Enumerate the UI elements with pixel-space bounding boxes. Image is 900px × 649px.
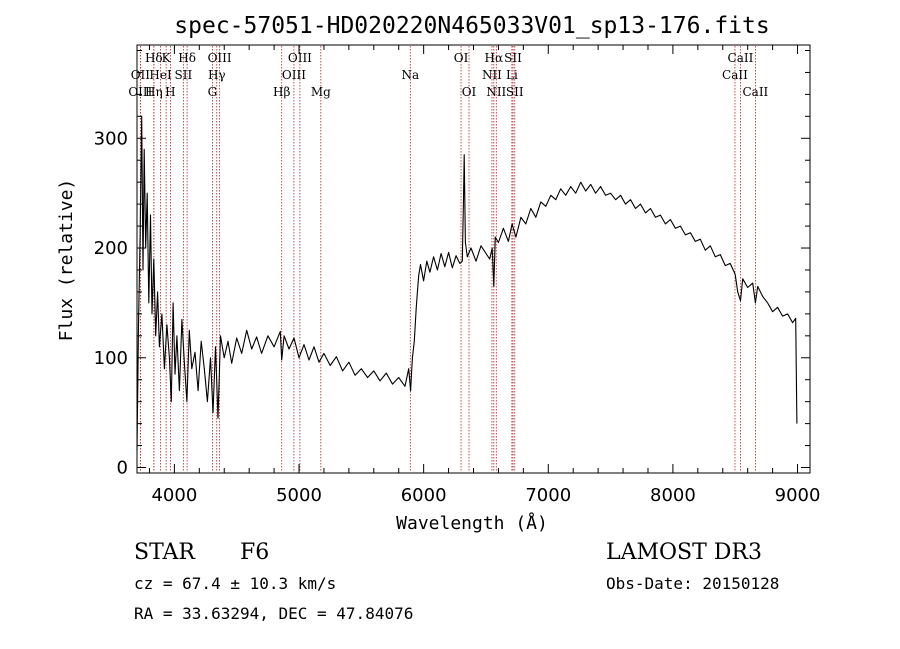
spectral-line-label: NII (486, 85, 506, 99)
x-tick-label: 4000 (151, 485, 197, 506)
y-tick-label: 200 (94, 238, 128, 259)
coordinates: RA = 33.63294, DEC = 47.84076 (134, 604, 413, 623)
survey-name: LAMOST DR3 (606, 540, 762, 565)
spectrum-line (136, 115, 798, 452)
spectral-line-label: OII (131, 68, 151, 82)
spectral-line-label: OI (454, 51, 469, 65)
spectral-line-markers (139, 46, 756, 472)
y-tick-label: 100 (94, 348, 128, 369)
x-tick-label: 7000 (525, 485, 571, 506)
y-tick-label: 0 (117, 458, 128, 479)
observation-date: Obs-Date: 20150128 (606, 574, 779, 593)
y-axis-label: Flux (relative) (56, 179, 77, 342)
spectral-line-label: Hδ (178, 51, 196, 65)
chart-title: spec-57051-HD020220N465033V01_sp13-176.f… (174, 13, 769, 39)
spectral-line-label: G (208, 85, 218, 99)
spectral-line-label: SII (504, 51, 522, 65)
spectral-class: F6 (240, 540, 269, 565)
spectral-line-label: Hγ (208, 68, 226, 82)
redshift-velocity: cz = 67.4 ± 10.3 km/s (134, 574, 336, 593)
spectral-line-label: OIII (282, 68, 306, 82)
spectral-line-label: OI (462, 85, 477, 99)
spectral-line-label: Li (506, 68, 518, 82)
x-tick-label: 6000 (401, 485, 447, 506)
spectral-line-label: OIII (208, 51, 232, 65)
x-tick-label: 5000 (276, 485, 322, 506)
spectral-line-label: CaII (728, 51, 754, 65)
x-tick-label: 8000 (650, 485, 696, 506)
spectral-line-label: SII (506, 85, 524, 99)
spectral-line-label: Mg (311, 85, 331, 99)
spectral-line-label: OIII (128, 85, 152, 99)
spectral-line-label: H (165, 85, 175, 99)
plot-frame (136, 44, 811, 474)
spectral-line-label: Hδ (145, 51, 163, 65)
spectral-line-label: Hη (145, 85, 163, 99)
spectral-line-label: CaII (722, 68, 748, 82)
spectral-line-label: NII (482, 68, 502, 82)
spectral-line-label: CaII (742, 85, 768, 99)
object-type: STAR (134, 540, 196, 565)
spectral-line-label: Na (401, 68, 419, 82)
x-tick-label: 9000 (775, 485, 821, 506)
spectral-line-label: HeI (149, 68, 172, 82)
spectral-line-label: OIII (288, 51, 312, 65)
spectral-line-label: SII (175, 68, 193, 82)
x-axis-label: Wavelength (Å) (396, 512, 548, 534)
y-tick-label: 300 (94, 128, 128, 149)
spectral-line-label: Hα (485, 51, 504, 65)
x-axis: 4000 5000 6000 7000 8000 9000 (148, 45, 821, 506)
spectral-line-label: Hβ (273, 85, 290, 99)
spectral-line-label: K (162, 51, 172, 65)
y-axis: 0 100 200 300 (94, 49, 810, 479)
